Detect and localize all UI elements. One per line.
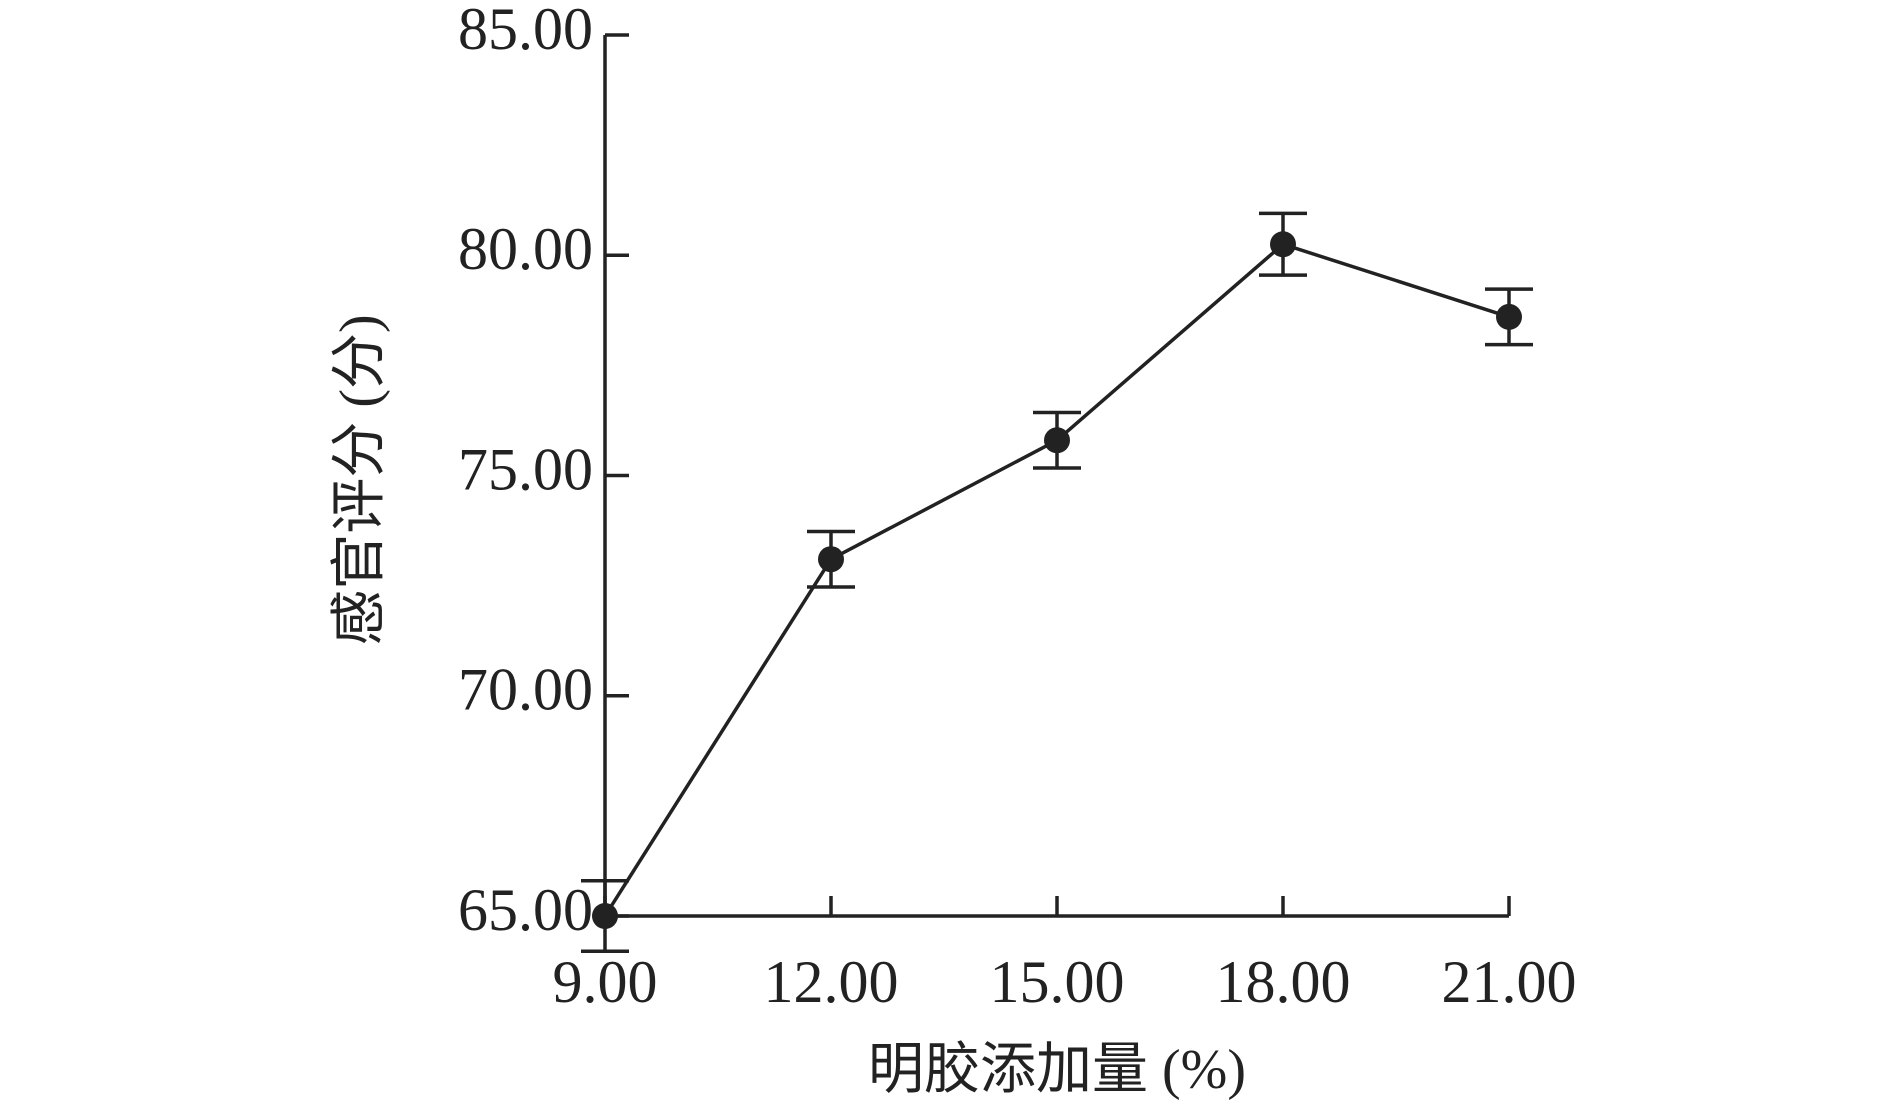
x-tick-label: 12.00 [764, 949, 899, 1015]
x-tick-label: 9.00 [553, 949, 658, 1015]
x-tick-label: 21.00 [1442, 949, 1577, 1015]
data-point [818, 546, 844, 573]
data-point [592, 903, 618, 929]
x-tick-label: 18.00 [1216, 949, 1351, 1015]
data-point [1044, 427, 1070, 454]
data-line [603, 242, 1510, 917]
y-axis-label: 感官评分 (分) [329, 314, 391, 645]
x-tick-label: 15.00 [990, 949, 1125, 1015]
y-tick-label: 80.00 [458, 216, 593, 282]
y-tick-label: 75.00 [458, 436, 593, 502]
data-point [1270, 231, 1296, 258]
y-tick-label: 85.00 [458, 0, 593, 62]
x-axis-label: 明胶添加量 (%) [868, 1039, 1246, 1101]
y-tick-label: 70.00 [458, 657, 593, 723]
data-point [1496, 303, 1522, 330]
y-tick-label: 65.00 [458, 877, 593, 943]
